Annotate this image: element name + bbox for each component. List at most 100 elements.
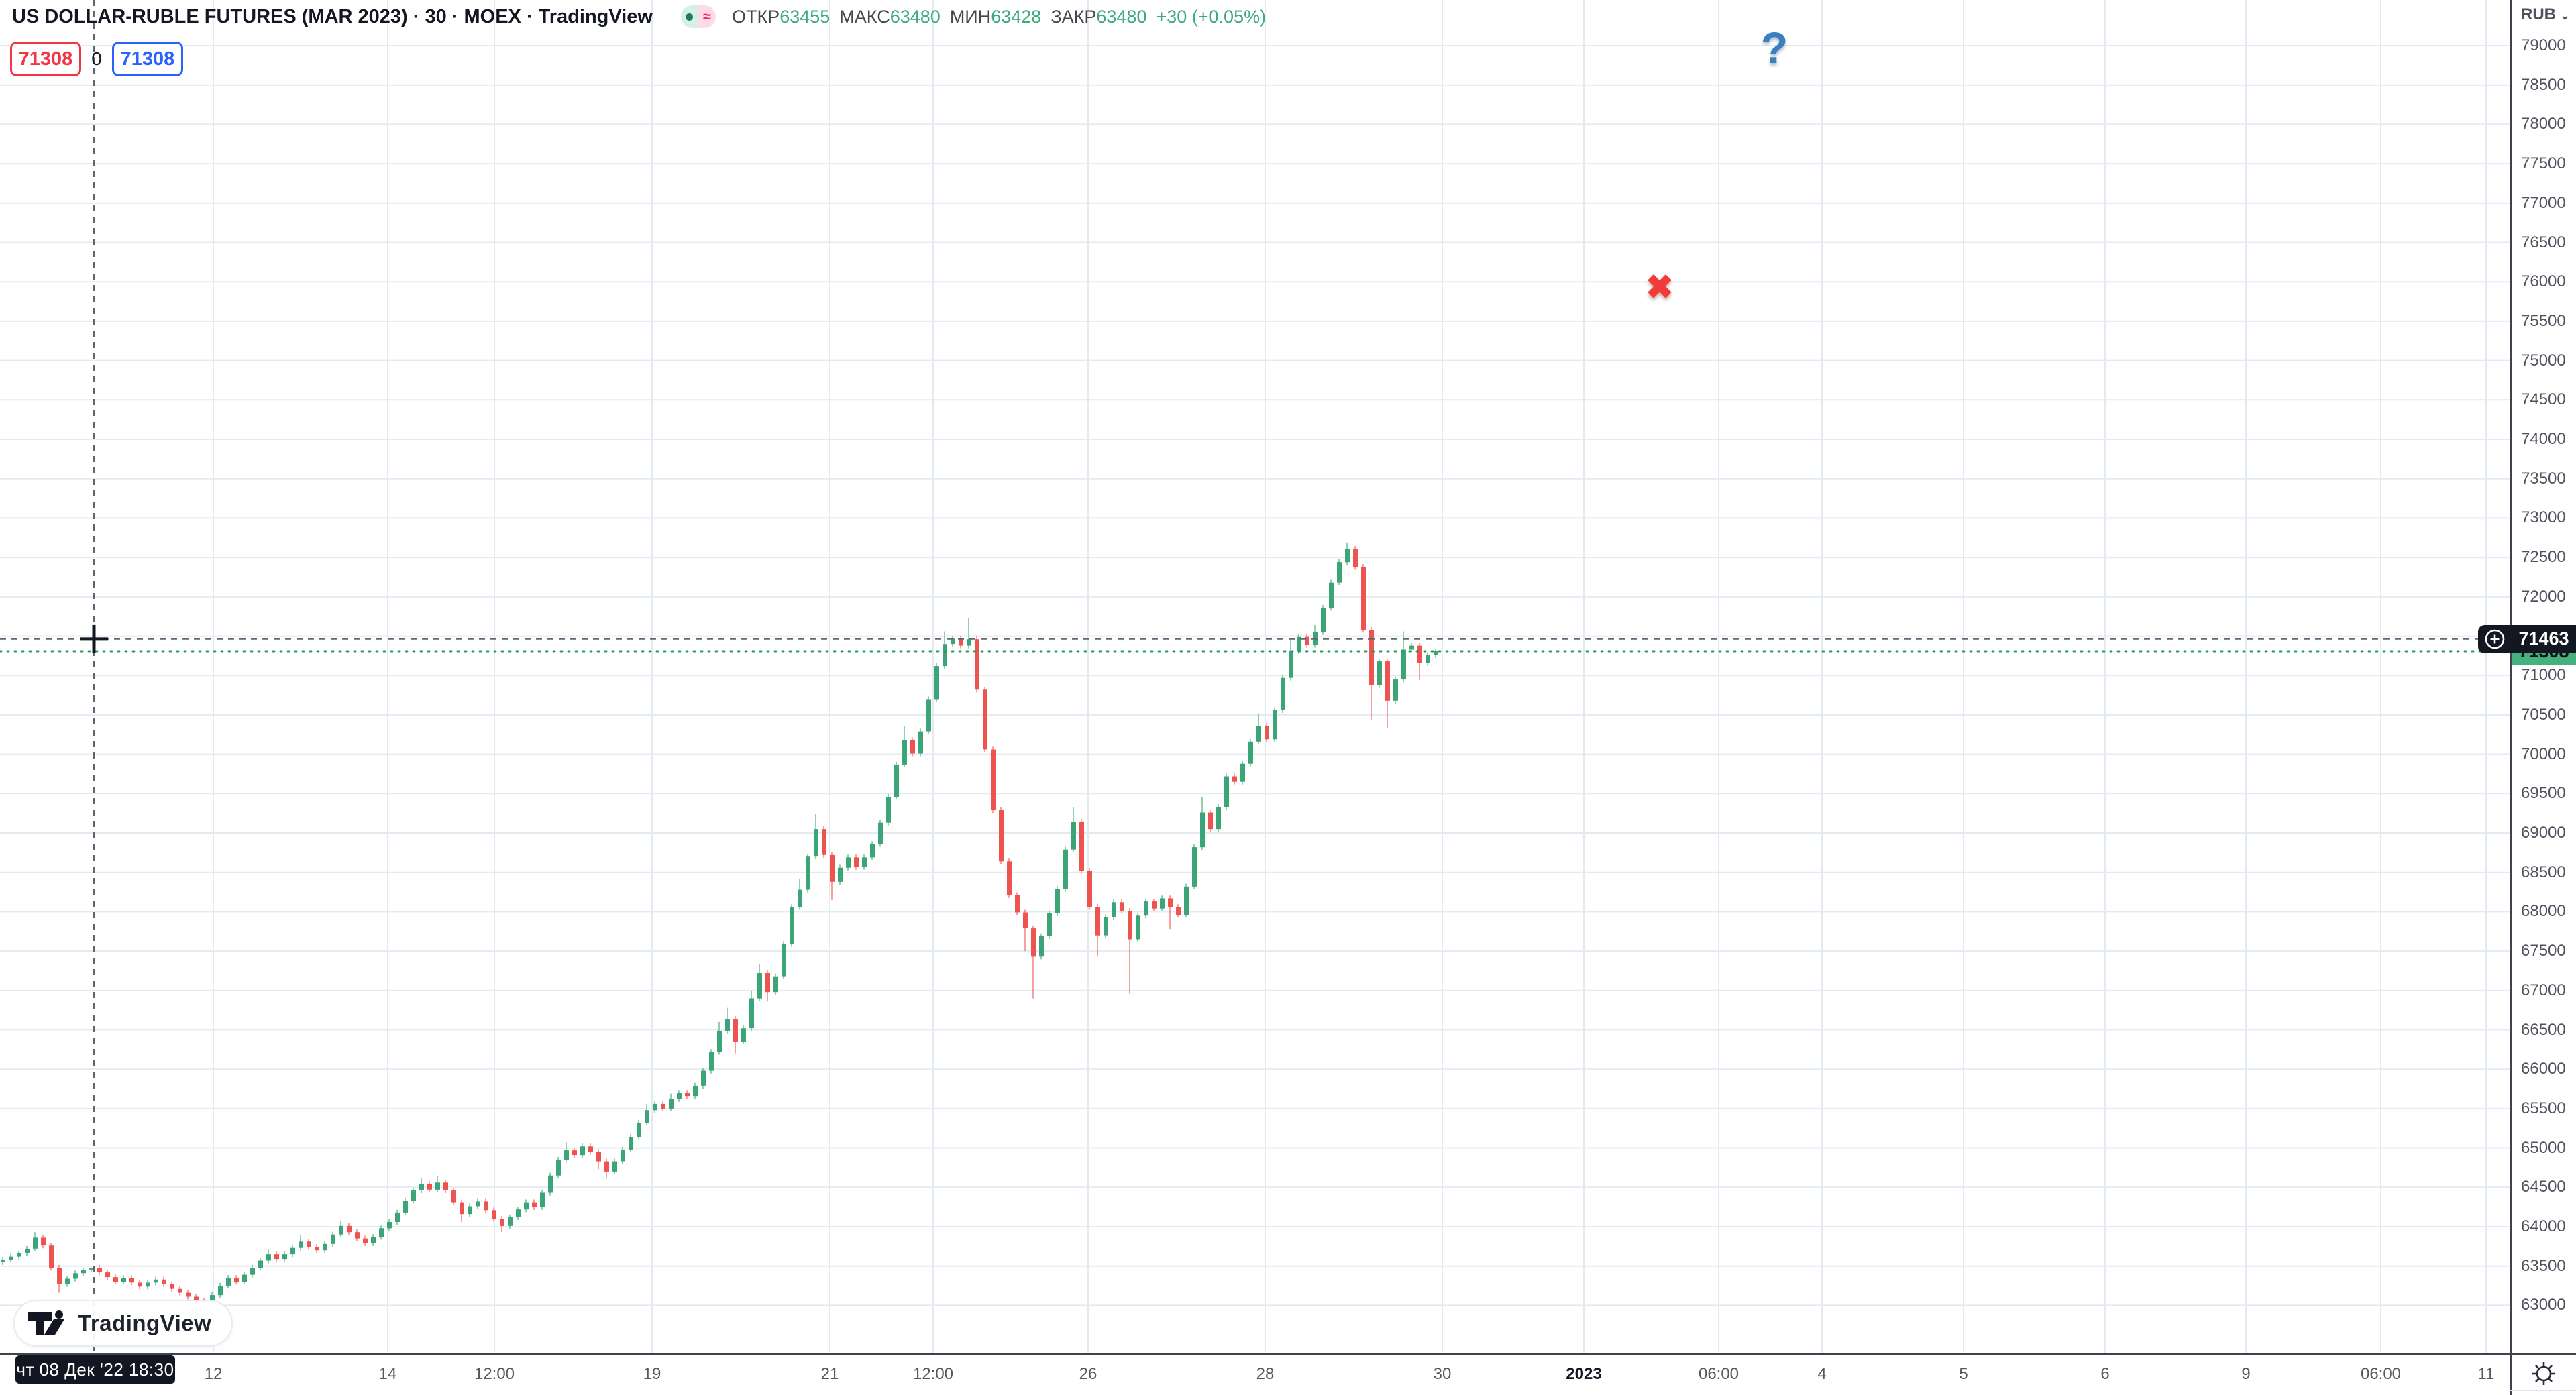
candle[interactable] bbox=[822, 829, 826, 855]
candle[interactable] bbox=[564, 1150, 569, 1160]
candle[interactable] bbox=[1426, 655, 1430, 663]
candle[interactable] bbox=[1329, 582, 1334, 608]
candle[interactable] bbox=[105, 1272, 110, 1278]
price-axis[interactable]: RUB ⌄ 79000 78500 78000 77500 77000 76500 76000… bbox=[2512, 0, 2576, 1353]
candle[interactable] bbox=[500, 1219, 504, 1226]
candle[interactable] bbox=[749, 998, 754, 1029]
candle[interactable] bbox=[701, 1070, 706, 1086]
candle[interactable] bbox=[943, 644, 947, 667]
candle[interactable] bbox=[830, 854, 835, 882]
candle[interactable] bbox=[524, 1202, 529, 1210]
candle[interactable] bbox=[1063, 849, 1068, 889]
candle[interactable] bbox=[725, 1019, 730, 1031]
candle[interactable] bbox=[1208, 812, 1213, 830]
red-cross-sticker[interactable]: ✖ bbox=[1646, 268, 1674, 306]
candle[interactable] bbox=[1321, 608, 1326, 632]
candle[interactable] bbox=[258, 1260, 263, 1268]
candle[interactable] bbox=[460, 1202, 464, 1215]
candle[interactable] bbox=[451, 1190, 456, 1203]
candle[interactable] bbox=[1120, 902, 1124, 911]
candle[interactable] bbox=[532, 1202, 537, 1207]
candle[interactable] bbox=[934, 666, 939, 700]
candle[interactable] bbox=[862, 857, 867, 867]
candle[interactable] bbox=[1434, 651, 1438, 655]
candle[interactable] bbox=[347, 1225, 352, 1233]
candle[interactable] bbox=[395, 1212, 400, 1222]
candle[interactable] bbox=[162, 1279, 166, 1284]
candle[interactable] bbox=[878, 822, 883, 844]
candle[interactable] bbox=[508, 1217, 513, 1226]
candle[interactable] bbox=[717, 1031, 722, 1052]
candle[interactable] bbox=[1353, 549, 1358, 567]
candle[interactable] bbox=[814, 829, 818, 857]
candle[interactable] bbox=[757, 973, 762, 999]
candle[interactable] bbox=[1, 1260, 5, 1262]
candle[interactable] bbox=[1055, 889, 1060, 913]
candle[interactable] bbox=[484, 1201, 488, 1211]
candle[interactable] bbox=[121, 1278, 126, 1282]
timezone-settings-button[interactable] bbox=[2525, 1357, 2563, 1390]
candle[interactable] bbox=[588, 1146, 593, 1152]
candle[interactable] bbox=[1345, 549, 1350, 563]
candle[interactable] bbox=[1409, 645, 1414, 650]
candle[interactable] bbox=[773, 976, 778, 993]
candle[interactable] bbox=[41, 1237, 46, 1246]
candle[interactable] bbox=[282, 1254, 287, 1260]
candle[interactable] bbox=[1039, 936, 1044, 957]
candle[interactable] bbox=[637, 1123, 641, 1137]
candle[interactable] bbox=[1079, 822, 1084, 871]
candle[interactable] bbox=[315, 1247, 319, 1251]
candle[interactable] bbox=[870, 844, 875, 858]
candle[interactable] bbox=[1417, 645, 1422, 663]
candle[interactable] bbox=[129, 1278, 134, 1283]
time-axis[interactable]: 12 14 12:00 19 21 12:00 26 28 30 2023 06:00 4 5 6 9 06:… bbox=[0, 1355, 2510, 1395]
candle[interactable] bbox=[323, 1243, 327, 1251]
candle[interactable] bbox=[967, 639, 971, 646]
candle[interactable] bbox=[57, 1268, 62, 1284]
candle[interactable] bbox=[612, 1161, 617, 1172]
candle[interactable] bbox=[435, 1182, 440, 1190]
candle[interactable] bbox=[991, 749, 996, 810]
candle[interactable] bbox=[242, 1274, 247, 1282]
candle[interactable] bbox=[210, 1295, 215, 1302]
candle[interactable] bbox=[1240, 763, 1245, 782]
question-mark-sticker[interactable]: ? bbox=[1760, 23, 1788, 72]
candle[interactable] bbox=[596, 1152, 601, 1162]
candle[interactable] bbox=[218, 1286, 223, 1296]
candle[interactable] bbox=[548, 1175, 553, 1193]
candle[interactable] bbox=[1104, 917, 1108, 936]
candle[interactable] bbox=[854, 857, 859, 867]
candlestick-chart[interactable] bbox=[0, 0, 2510, 1353]
candle[interactable] bbox=[1168, 898, 1173, 907]
candle[interactable] bbox=[1144, 901, 1148, 916]
candle[interactable] bbox=[653, 1103, 657, 1111]
candle[interactable] bbox=[1087, 871, 1092, 907]
candle[interactable] bbox=[1023, 912, 1028, 929]
candle[interactable] bbox=[1047, 913, 1052, 936]
candle[interactable] bbox=[1297, 636, 1301, 651]
candle[interactable] bbox=[387, 1222, 392, 1229]
candle[interactable] bbox=[331, 1234, 335, 1244]
candle[interactable] bbox=[798, 889, 802, 907]
candle[interactable] bbox=[1305, 636, 1309, 645]
candle[interactable] bbox=[1281, 677, 1285, 710]
candle[interactable] bbox=[1401, 649, 1406, 680]
candle[interactable] bbox=[299, 1241, 303, 1248]
add-order-plus-button[interactable] bbox=[2478, 624, 2512, 653]
candle[interactable] bbox=[1256, 726, 1261, 742]
candle[interactable] bbox=[1015, 895, 1020, 913]
candle[interactable] bbox=[73, 1273, 78, 1279]
candle[interactable] bbox=[1273, 710, 1277, 740]
candle[interactable] bbox=[1031, 928, 1036, 957]
candle[interactable] bbox=[427, 1184, 432, 1190]
candle[interactable] bbox=[709, 1052, 714, 1071]
candle[interactable] bbox=[1007, 861, 1012, 895]
candle[interactable] bbox=[33, 1237, 38, 1249]
candle[interactable] bbox=[411, 1190, 416, 1201]
candle[interactable] bbox=[645, 1110, 649, 1123]
candle[interactable] bbox=[975, 639, 979, 690]
candle[interactable] bbox=[790, 907, 794, 944]
candle[interactable] bbox=[274, 1254, 279, 1260]
candle[interactable] bbox=[1200, 812, 1205, 848]
candle[interactable] bbox=[1192, 847, 1197, 887]
